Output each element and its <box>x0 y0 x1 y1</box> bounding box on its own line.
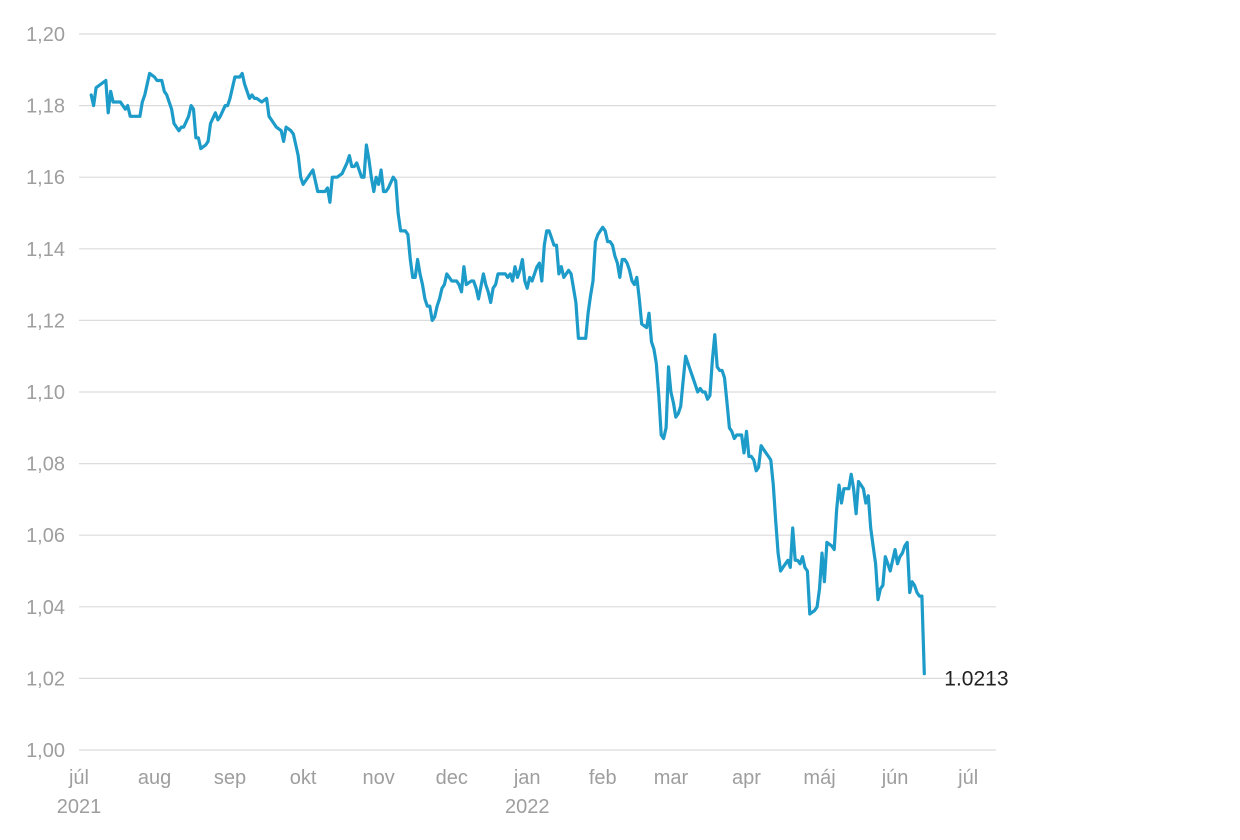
x-tick-label: okt <box>290 767 317 789</box>
y-tick-label: 1,02 <box>26 668 65 690</box>
y-tick-label: 1,18 <box>26 96 65 118</box>
y-tick-label: 1,16 <box>26 167 65 189</box>
x-tick-label: jún <box>881 767 909 789</box>
x-tick-label: aug <box>138 767 171 789</box>
x-tick-label: apr <box>732 767 761 789</box>
y-axis-ticks: 1,00 1,02 1,04 1,06 1,08 1,10 1,12 1,14 1,16 1,18… <box>26 24 65 762</box>
y-tick-label: 1,00 <box>26 740 65 762</box>
y-tick-label: 1,10 <box>26 382 65 404</box>
grid <box>79 33 996 751</box>
x-tick-label: máj <box>803 767 835 789</box>
y-tick-label: 1,06 <box>26 525 65 547</box>
x-tick-label: júl <box>68 767 89 789</box>
x-tick-label: júl <box>957 767 978 789</box>
x-tick-year-label: 2022 <box>505 796 550 818</box>
last-value-label: 1.0213 <box>944 668 1008 691</box>
x-tick-label: nov <box>363 767 395 789</box>
series-line <box>89 71 926 676</box>
x-axis-ticks: júl 2021 aug sep okt nov dec jan 2022 feb mar apr má… <box>57 767 978 818</box>
x-tick-label: jan <box>513 767 541 789</box>
y-tick-label: 1,20 <box>26 24 65 46</box>
y-tick-label: 1,14 <box>26 239 65 261</box>
x-tick-label: sep <box>214 767 246 789</box>
x-tick-label: mar <box>654 767 689 789</box>
y-tick-label: 1,04 <box>26 597 65 619</box>
x-tick-label: dec <box>436 767 468 789</box>
x-tick-year-label: 2021 <box>57 796 102 818</box>
series-layer <box>89 71 926 676</box>
y-tick-label: 1,08 <box>26 454 65 476</box>
y-tick-label: 1,12 <box>26 310 65 332</box>
x-tick-label: feb <box>589 767 617 789</box>
